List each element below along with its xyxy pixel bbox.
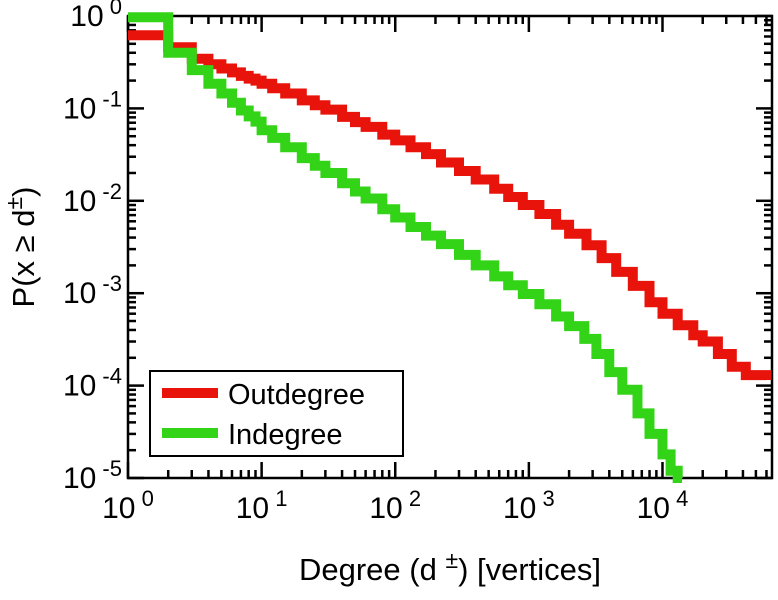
x-tick-label: 10 2 bbox=[369, 486, 421, 525]
y-tick-label: 10 0 bbox=[70, 0, 122, 33]
y-tick-label: 10 -1 bbox=[63, 86, 122, 125]
x-tick-label: 10 4 bbox=[637, 486, 689, 525]
x-tick-label: 10 3 bbox=[503, 486, 555, 525]
y-axis-label: P(x ≥ d±) bbox=[1, 187, 41, 308]
x-tick-label: 10 1 bbox=[236, 486, 288, 525]
legend: Outdegree Indegree bbox=[149, 370, 404, 457]
y-tick-label: 10 -3 bbox=[63, 271, 122, 310]
x-tick-label: 10 0 bbox=[102, 486, 154, 525]
y-tick-label: 10 -4 bbox=[63, 364, 122, 403]
plot-frame bbox=[126, 14, 774, 480]
series-indegree bbox=[128, 12, 683, 483]
legend-label-outdegree: Outdegree bbox=[228, 379, 365, 411]
legend-label-indegree: Indegree bbox=[228, 419, 343, 451]
series-outdegree bbox=[128, 30, 772, 381]
y-tick-label: 10 -2 bbox=[63, 179, 122, 218]
y-tick-label: 10 -5 bbox=[63, 456, 122, 495]
x-axis-label: Degree (d ±) [vertices] bbox=[299, 547, 601, 587]
legend-box bbox=[149, 370, 404, 457]
